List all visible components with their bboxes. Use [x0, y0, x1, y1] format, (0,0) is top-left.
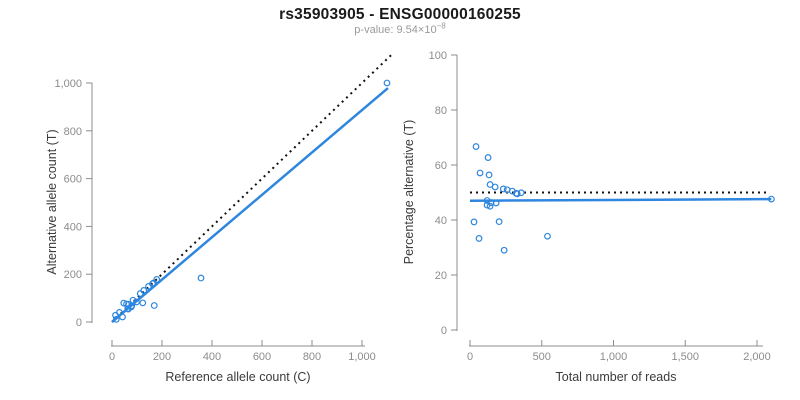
data-point [499, 185, 507, 193]
data-point [483, 201, 491, 209]
y-tick-label: 400 [64, 221, 82, 233]
x-tick-label: 1,000 [348, 351, 376, 363]
y-tick-label: 1,000 [54, 78, 82, 90]
pvalue-text: p-value: 9.54×10 [354, 24, 437, 36]
figure-title: rs35903905 - ENSG00000160255 [279, 6, 521, 23]
y-tick-label: 100 [429, 50, 447, 62]
x-tick-label: 200 [153, 351, 171, 363]
x-tick-label: 800 [303, 351, 321, 363]
data-point [500, 246, 508, 254]
data-point [472, 143, 480, 150]
data-point [119, 313, 126, 321]
x-axis-title: Total number of reads [556, 370, 677, 384]
data-point [475, 235, 483, 242]
x-tick-label: 0 [467, 351, 473, 363]
y-tick-label: 60 [435, 160, 447, 172]
data-point [486, 202, 494, 210]
percentage-vs-reads-scatter-group: 0 500 1,000 1,500 2,000 0 20 40 60 80 100 Total num… [402, 50, 775, 384]
x-tick-label: 1,000 [600, 351, 628, 363]
data-point [112, 315, 120, 323]
data-point [116, 309, 123, 316]
y-tick-label: 800 [64, 126, 82, 138]
data-point [136, 290, 144, 297]
y-tick-label: 80 [435, 105, 447, 117]
x-axis-title: Reference allele count (C) [165, 370, 310, 384]
x-tick-label: 500 [533, 351, 551, 363]
x-tick-label: 0 [109, 351, 115, 363]
data-point [383, 79, 391, 87]
data-point [476, 169, 484, 177]
y-tick-label: 600 [64, 174, 82, 186]
data-point [133, 298, 140, 306]
figure-subtitle: p-value: 9.54×10−8 [0, 21, 800, 36]
x-tick-label: 1,500 [671, 351, 699, 363]
data-point [517, 189, 525, 197]
data-point [139, 299, 147, 307]
y-tick-label: 200 [64, 269, 82, 281]
data-point [484, 154, 492, 161]
data-point [767, 195, 775, 203]
y-axis-title: Percentage alternative (T) [402, 120, 416, 265]
data-point [153, 276, 161, 283]
allele-counts-scatter-group: 0 200 400 600 800 1,000 0 200 400 600 800 1,000 Refe… [45, 53, 393, 384]
data-point [197, 274, 205, 282]
fit-line [469, 197, 772, 202]
y-tick-label: 0 [76, 317, 82, 329]
y-tick-label: 0 [441, 325, 447, 337]
identity-line [111, 53, 393, 323]
data-point [485, 171, 493, 179]
x-tick-label: 600 [253, 351, 271, 363]
data-point [492, 199, 500, 207]
data-point [127, 303, 135, 311]
fit-line [111, 87, 389, 323]
data-point [150, 302, 158, 309]
data-point [491, 183, 499, 191]
data-point [140, 287, 148, 294]
data-point [470, 218, 478, 226]
y-axis-title: Alternative allele count (T) [45, 129, 59, 274]
y-tick-label: 20 [435, 270, 447, 282]
x-tick-label: 400 [203, 351, 221, 363]
x-tick-label: 2,000 [743, 351, 771, 363]
y-tick-label: 40 [435, 215, 447, 227]
data-point [513, 190, 521, 198]
pvalue-exponent: −8 [436, 21, 446, 31]
data-point [495, 218, 503, 226]
data-point [544, 232, 551, 240]
